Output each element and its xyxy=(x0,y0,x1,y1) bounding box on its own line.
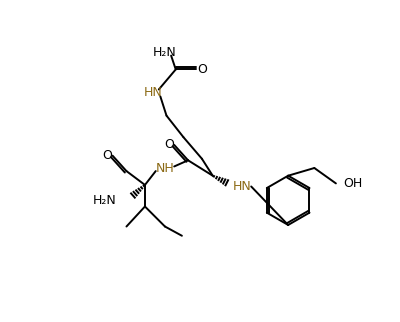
Text: O: O xyxy=(164,138,174,151)
Text: HN: HN xyxy=(232,180,251,193)
Text: HN: HN xyxy=(143,86,162,99)
Text: O: O xyxy=(197,63,207,76)
Text: H₂N: H₂N xyxy=(93,194,116,207)
Text: H₂N: H₂N xyxy=(153,46,177,59)
Text: NH: NH xyxy=(156,162,174,175)
Text: OH: OH xyxy=(344,177,363,190)
Text: O: O xyxy=(102,149,112,162)
